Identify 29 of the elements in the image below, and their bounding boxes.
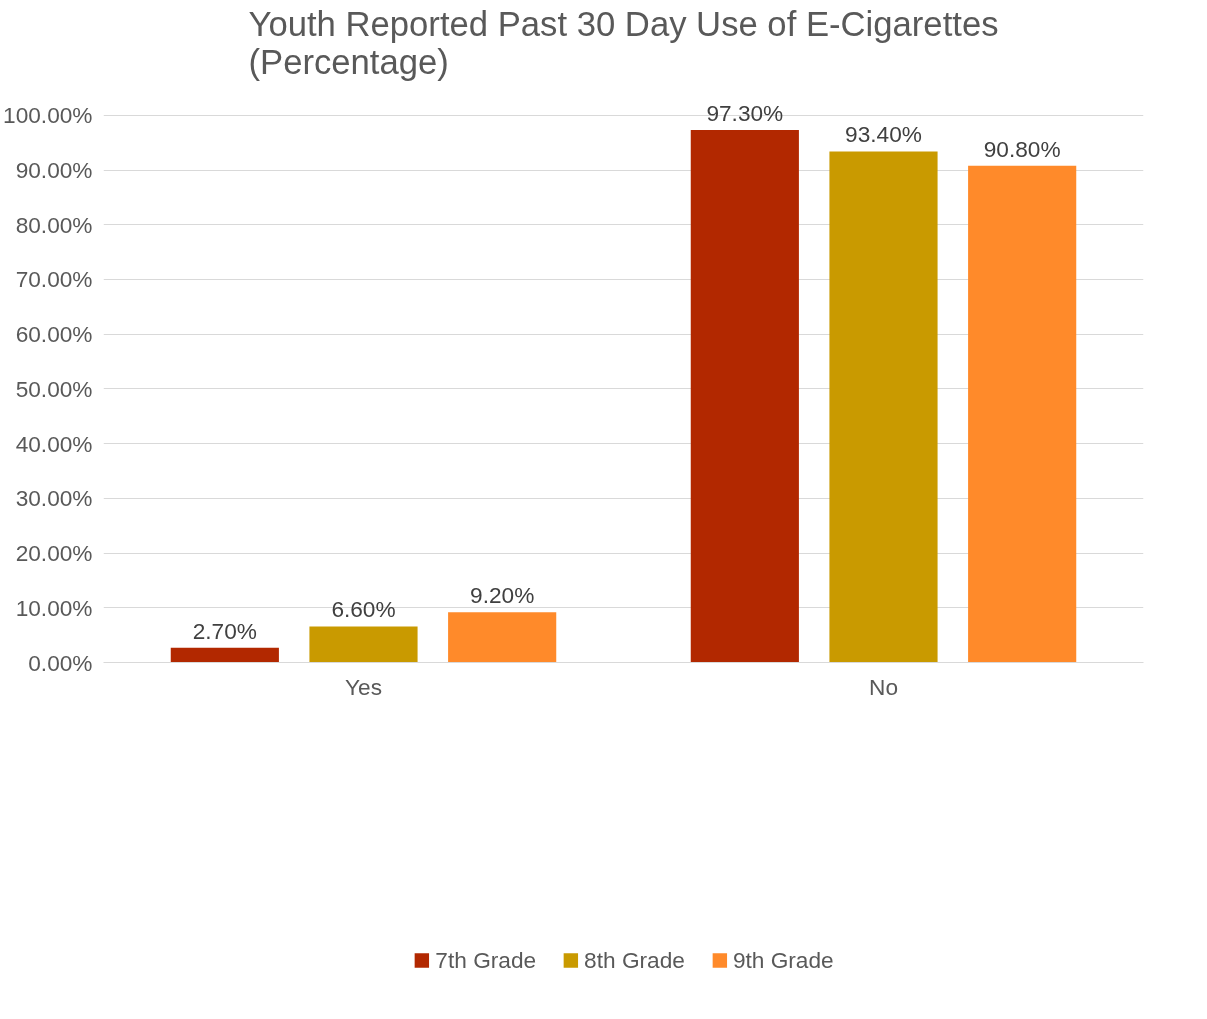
- bar: [448, 612, 557, 663]
- y-tick-label: 60.00%: [15, 321, 93, 348]
- bar: [829, 151, 938, 663]
- legend-label: 7th Grade: [435, 946, 537, 974]
- y-tick-label: 100.00%: [3, 102, 93, 129]
- y-tick-label: 10.00%: [15, 594, 93, 621]
- y-tick-label: 70.00%: [15, 266, 93, 293]
- data-label: 2.70%: [192, 617, 257, 644]
- chart-title: Youth Reported Past 30 Day Use of E-Cigarettes (Percentage): [248, 4, 999, 81]
- legend-label: 9th Grade: [732, 946, 834, 974]
- bar: [968, 165, 1077, 663]
- y-tick-label: 0.00%: [28, 649, 93, 676]
- legend-label: 8th Grade: [584, 946, 685, 974]
- bar: [170, 647, 279, 663]
- data-label: 9.20%: [470, 582, 535, 609]
- y-tick-label: 80.00%: [15, 211, 93, 238]
- data-label: 6.60%: [331, 596, 396, 623]
- y-tick-label: 40.00%: [15, 430, 93, 457]
- bar: [690, 130, 799, 663]
- y-tick-label: 50.00%: [15, 375, 93, 402]
- data-label: 93.40%: [845, 121, 922, 148]
- y-tick-label: 30.00%: [15, 485, 93, 512]
- bar: [309, 626, 418, 663]
- data-label: 90.80%: [983, 135, 1061, 162]
- data-label: 97.30%: [706, 100, 784, 127]
- y-tick-label: 20.00%: [15, 540, 93, 567]
- x-tick-label: Yes: [345, 673, 382, 700]
- x-tick-label: No: [869, 673, 898, 700]
- y-tick-label: 90.00%: [15, 157, 93, 184]
